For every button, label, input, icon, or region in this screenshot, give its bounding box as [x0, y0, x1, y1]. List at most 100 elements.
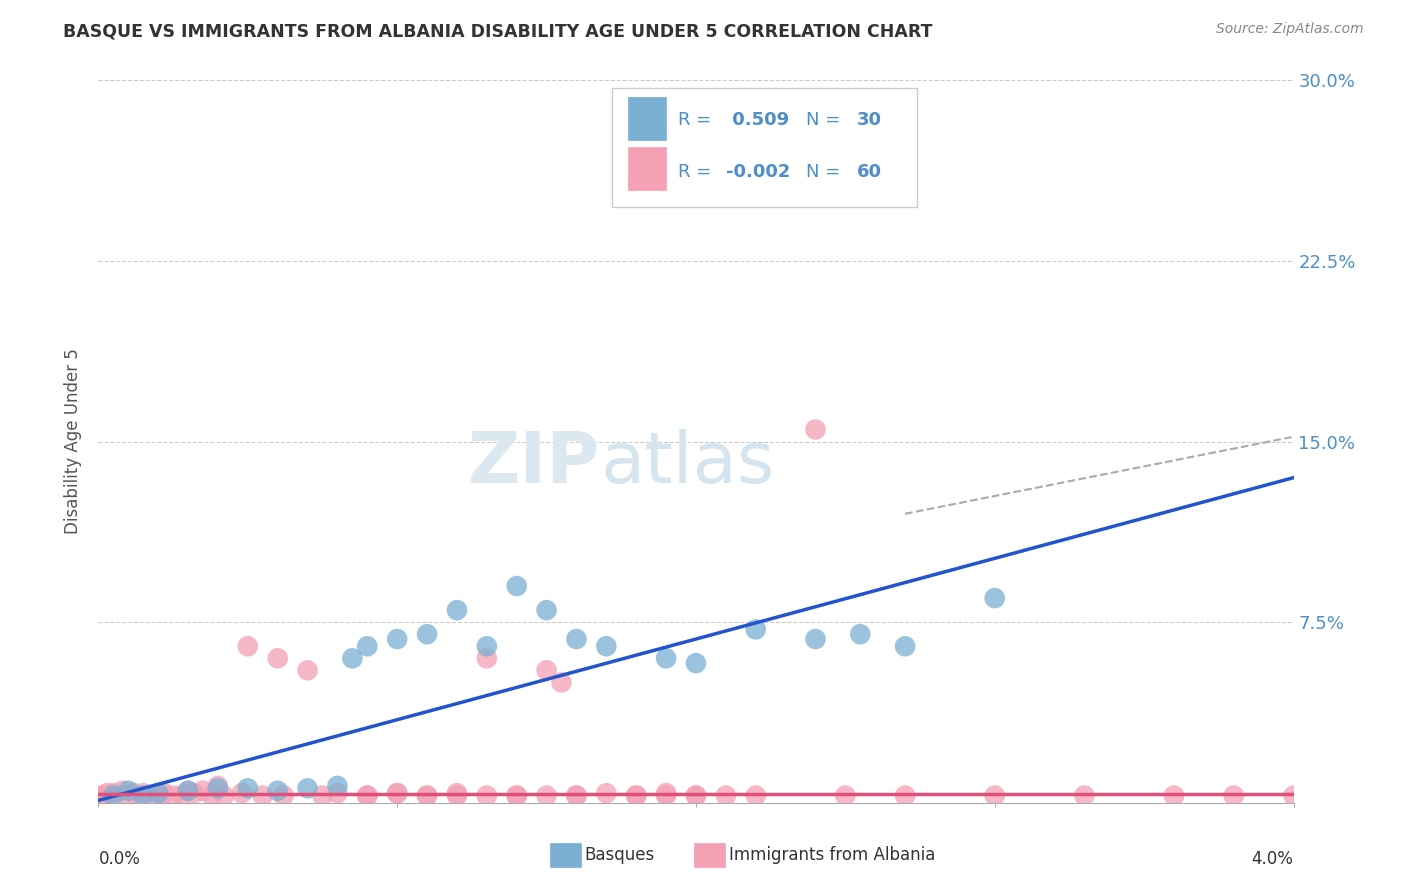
Point [311, 789, 333, 803]
Point [148, 786, 170, 800]
Point [536, 603, 558, 617]
Point [93, 789, 115, 803]
Point [201, 789, 224, 803]
Point [655, 651, 678, 665]
Point [356, 639, 378, 653]
Point [385, 632, 409, 646]
Point [804, 632, 827, 646]
Point [153, 786, 176, 800]
Point [685, 789, 707, 803]
Text: R =: R = [678, 111, 717, 129]
Point [267, 651, 290, 665]
Point [626, 789, 648, 803]
Point [212, 789, 235, 803]
Point [87, 789, 110, 803]
Point [416, 627, 439, 641]
Text: 0.509: 0.509 [725, 111, 789, 129]
Point [565, 789, 588, 803]
Point [236, 639, 259, 653]
FancyBboxPatch shape [550, 843, 581, 867]
Text: 60: 60 [858, 163, 883, 181]
Point [141, 789, 163, 803]
Point [1282, 789, 1305, 803]
Text: 0.0%: 0.0% [98, 850, 141, 868]
Point [626, 789, 648, 803]
Point [103, 789, 125, 803]
Point [207, 781, 229, 796]
Point [849, 627, 872, 641]
Point [536, 789, 558, 803]
Point [745, 623, 768, 637]
Point [326, 786, 349, 800]
FancyBboxPatch shape [613, 87, 917, 207]
Point [475, 789, 498, 803]
Point [273, 789, 295, 803]
Point [416, 789, 439, 803]
Point [834, 789, 856, 803]
Point [117, 789, 139, 803]
Point [177, 784, 200, 798]
Point [326, 779, 349, 793]
Point [356, 789, 378, 803]
Point [416, 789, 439, 803]
Text: Immigrants from Albania: Immigrants from Albania [730, 846, 936, 863]
Text: ZIP: ZIP [468, 429, 600, 498]
Point [685, 656, 707, 670]
Text: atlas: atlas [600, 429, 775, 498]
Text: 30: 30 [858, 111, 883, 129]
Text: Basques: Basques [585, 846, 655, 863]
Point [177, 784, 200, 798]
Point [1223, 789, 1246, 803]
FancyBboxPatch shape [628, 147, 666, 190]
Text: R =: R = [678, 163, 717, 181]
Point [297, 664, 319, 678]
Point [894, 639, 917, 653]
Point [984, 789, 1007, 803]
Point [172, 789, 194, 803]
Point [297, 781, 319, 796]
Point [183, 786, 205, 800]
Point [342, 651, 364, 665]
Point [714, 789, 737, 803]
Point [103, 786, 125, 800]
Point [132, 789, 155, 803]
Point [124, 786, 146, 800]
Point [536, 664, 558, 678]
Text: N =: N = [806, 163, 846, 181]
Point [111, 784, 134, 798]
Point [475, 651, 498, 665]
Point [446, 789, 468, 803]
Point [685, 789, 707, 803]
Point [252, 789, 274, 803]
Point [446, 603, 468, 617]
Point [745, 789, 768, 803]
Point [565, 632, 588, 646]
Point [385, 786, 409, 800]
Point [655, 789, 678, 803]
Point [550, 675, 572, 690]
Point [446, 786, 468, 800]
Point [894, 789, 917, 803]
Point [96, 786, 118, 800]
Point [117, 784, 139, 798]
Point [1073, 789, 1095, 803]
Text: BASQUE VS IMMIGRANTS FROM ALBANIA DISABILITY AGE UNDER 5 CORRELATION CHART: BASQUE VS IMMIGRANTS FROM ALBANIA DISABI… [63, 22, 932, 40]
Text: Source: ZipAtlas.com: Source: ZipAtlas.com [1216, 22, 1364, 37]
Point [385, 786, 409, 800]
Point [984, 591, 1007, 605]
Point [475, 639, 498, 653]
Point [506, 789, 529, 803]
Point [267, 784, 290, 798]
Point [231, 786, 253, 800]
Point [132, 786, 155, 800]
Point [1163, 789, 1185, 803]
Point [565, 789, 588, 803]
Point [162, 789, 184, 803]
Text: N =: N = [806, 111, 846, 129]
Point [595, 786, 617, 800]
Point [148, 786, 170, 800]
Point [506, 789, 529, 803]
Point [207, 779, 229, 793]
Text: 4.0%: 4.0% [1251, 850, 1294, 868]
Y-axis label: Disability Age Under 5: Disability Age Under 5 [65, 349, 83, 534]
